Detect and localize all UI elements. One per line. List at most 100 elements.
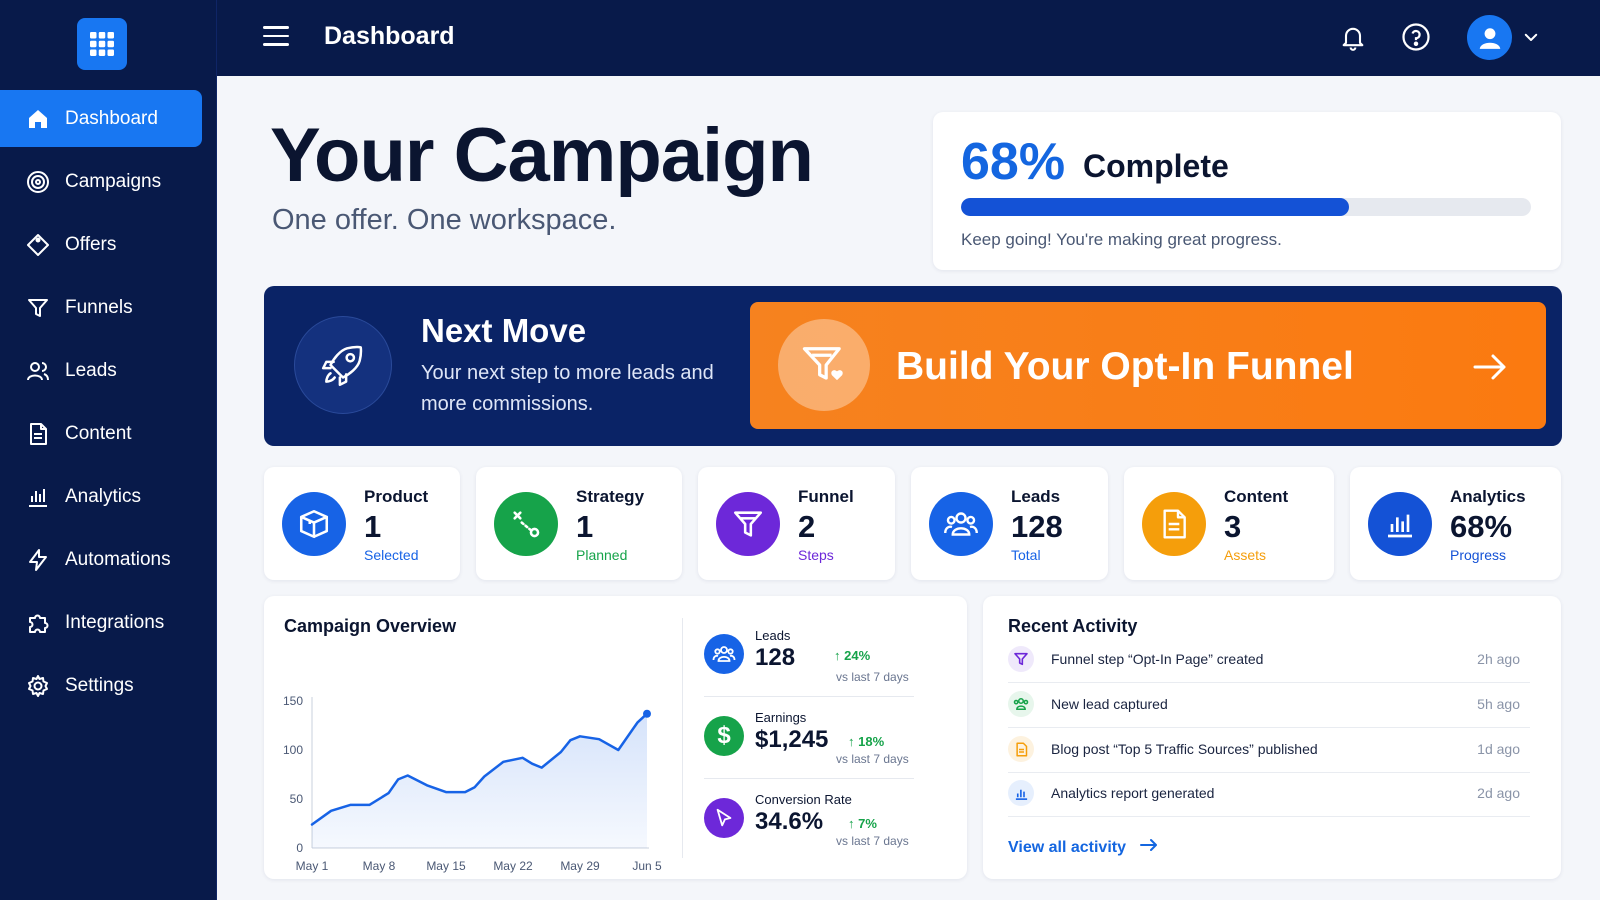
x-tick-label: Jun 5 <box>632 859 662 873</box>
divider <box>704 696 914 697</box>
metric-change-value: 7% <box>858 816 877 831</box>
metric-change-value: 18% <box>858 734 885 749</box>
bell-icon[interactable] <box>1336 20 1370 54</box>
apps-grid-icon[interactable] <box>77 18 127 70</box>
progress-note: Keep going! You're making great progress… <box>961 230 1282 249</box>
activity-item[interactable]: Funnel step “Opt-In Page” created 2h ago <box>1008 638 1530 683</box>
arrow-up-icon: ↑ <box>848 734 859 749</box>
metric-label: Earnings <box>755 710 807 725</box>
users-icon <box>26 359 50 383</box>
series-line <box>310 712 649 826</box>
metric-vs: vs last 7 days <box>836 834 909 848</box>
stat-card-strategy[interactable]: Strategy 1 Planned <box>476 467 682 580</box>
box-icon <box>282 492 346 556</box>
x-tick-label: May 22 <box>493 859 533 873</box>
divider <box>682 618 683 858</box>
users-icon <box>704 634 744 674</box>
view-all-activity-link[interactable]: View all activity <box>1008 838 1158 857</box>
sidebar-item-label: Automations <box>65 548 171 570</box>
arrow-right-icon <box>1140 838 1158 857</box>
stat-card-analytics[interactable]: Analytics 68% Progress <box>1350 467 1561 580</box>
progress-bar-fill <box>961 198 1349 216</box>
activity-item[interactable]: New lead captured 5h ago <box>1008 683 1530 728</box>
sidebar-item-integrations[interactable]: Integrations <box>0 594 217 651</box>
stat-card-funnel[interactable]: Funnel 2 Steps <box>698 467 895 580</box>
gear-icon <box>26 674 50 698</box>
x-tick-label: May 15 <box>426 859 466 873</box>
divider <box>704 778 914 779</box>
sidebar-item-funnels[interactable]: Funnels <box>0 279 217 336</box>
activity-item[interactable]: Blog post “Top 5 Traffic Sources” publis… <box>1008 728 1530 773</box>
metric-vs: vs last 7 days <box>836 752 909 766</box>
build-funnel-button[interactable]: Build Your Opt-In Funnel <box>750 302 1546 429</box>
metric-leads: Leads 128 ↑ 24% vs last 7 days <box>704 628 944 708</box>
stat-card-content[interactable]: Content 3 Assets <box>1124 467 1334 580</box>
stat-sub: Progress <box>1450 547 1507 563</box>
series-end-point <box>643 709 651 718</box>
sidebar-item-label: Funnels <box>65 296 133 318</box>
stat-card-product[interactable]: Product 1 Selected <box>264 467 460 580</box>
progress-card: 68% Complete Keep going! You're making g… <box>933 112 1561 270</box>
sidebar-item-automations[interactable]: Automations <box>0 531 217 588</box>
metric-label: Leads <box>755 628 791 643</box>
series-area <box>312 713 647 848</box>
stat-label: Leads <box>1011 487 1061 506</box>
stat-value: 3 <box>1224 509 1242 544</box>
bar-chart-icon <box>26 485 50 509</box>
sidebar-item-offers[interactable]: Offers <box>0 216 217 273</box>
x-tick-label: May 1 <box>296 859 329 873</box>
stat-label: Product <box>364 487 429 506</box>
stat-label: Funnel <box>798 487 854 506</box>
sidebar-item-label: Analytics <box>65 485 142 507</box>
sidebar-item-campaigns[interactable]: Campaigns <box>0 153 217 210</box>
sidebar: Dashboard Campaigns Offers Funnels Leads… <box>0 0 217 900</box>
help-icon[interactable] <box>1399 20 1433 54</box>
sidebar-item-leads[interactable]: Leads <box>0 342 217 399</box>
sidebar-item-analytics[interactable]: Analytics <box>0 468 217 525</box>
users-icon <box>929 492 993 556</box>
target-icon <box>26 170 50 194</box>
x-tick-label: May 29 <box>560 859 600 873</box>
y-tick-label: 150 <box>283 694 303 708</box>
x-tick-label: May 8 <box>363 859 396 873</box>
recent-activity-card: Recent Activity Funnel step “Opt-In Page… <box>983 596 1561 879</box>
sidebar-item-label: Offers <box>65 233 117 255</box>
sidebar-item-label: Dashboard <box>65 107 158 129</box>
stat-value: 2 <box>798 509 816 544</box>
sidebar-nav: Dashboard Campaigns Offers Funnels Leads… <box>0 90 217 720</box>
metric-conversion-rate: Conversion Rate 34.6% ↑ 7% vs last 7 day… <box>704 792 944 872</box>
strategy-icon <box>494 492 558 556</box>
metric-change-value: 24% <box>844 648 871 663</box>
bar-chart-icon <box>1008 780 1034 806</box>
sidebar-item-settings[interactable]: Settings <box>0 657 217 714</box>
next-move-text: Your next step to more leads and more co… <box>421 362 714 415</box>
activity-item[interactable]: Analytics report generated 2d ago <box>1008 772 1530 817</box>
activity-time: 2h ago <box>1477 651 1520 667</box>
users-icon <box>1008 691 1034 717</box>
chevron-down-icon[interactable] <box>1522 28 1540 51</box>
funnel-icon <box>1008 646 1034 672</box>
stat-value: 1 <box>576 509 594 544</box>
activity-time: 1d ago <box>1477 741 1520 757</box>
lightning-icon <box>26 548 50 572</box>
bar-chart-icon <box>1368 492 1432 556</box>
stat-card-leads[interactable]: Leads 128 Total <box>911 467 1108 580</box>
cta-label: Build Your Opt-In Funnel <box>896 345 1354 388</box>
stat-label: Strategy <box>576 487 645 506</box>
overview-title: Campaign Overview <box>284 616 457 636</box>
metric-vs: vs last 7 days <box>836 670 909 684</box>
sidebar-item-content[interactable]: Content <box>0 405 217 462</box>
y-tick-label: 100 <box>283 743 303 757</box>
funnel-icon <box>26 296 50 320</box>
overview-chart: 0 50 100 150 May 1 May 8 May 15 May 22 May 29 Jun… <box>283 694 662 873</box>
user-icon <box>1479 27 1500 49</box>
sidebar-item-label: Content <box>65 422 132 444</box>
user-avatar[interactable] <box>1467 15 1512 60</box>
metric-value: 34.6% <box>755 808 824 835</box>
menu-icon[interactable] <box>263 26 289 48</box>
puzzle-icon <box>26 611 50 635</box>
hero-title: Your Campaign <box>270 113 814 198</box>
metric-change: ↑ 18% <box>848 734 884 749</box>
link-label: View all activity <box>1008 838 1126 856</box>
sidebar-item-dashboard[interactable]: Dashboard <box>0 90 202 147</box>
